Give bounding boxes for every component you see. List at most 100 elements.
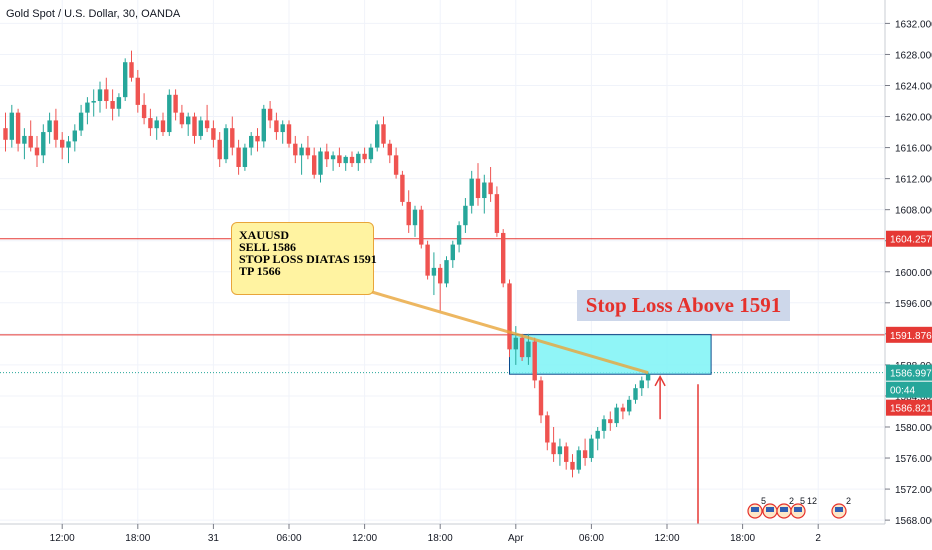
candle-body (475, 178, 481, 199)
candle-body (116, 97, 122, 109)
event-flag-stripe (751, 507, 759, 512)
event-flag-stripe (780, 507, 788, 512)
candle-body (419, 209, 424, 245)
candle-body (223, 128, 229, 160)
candle-body (97, 89, 103, 102)
stop-loss-banner[interactable]: Stop Loss Above 1591 (577, 290, 790, 321)
time-tick-label: 31 (208, 533, 220, 544)
candle-body (255, 135, 260, 142)
event-count-label: 5 (761, 496, 766, 506)
note-line: STOP LOSS DIATAS 1591 (239, 252, 377, 266)
candle-body (526, 341, 531, 358)
event-count-label: 5 (800, 496, 805, 506)
note-line: XAUUSD (239, 228, 290, 242)
candle-body (192, 116, 197, 136)
candle-body (507, 283, 512, 350)
event-count-label: 2 (846, 496, 851, 506)
candle-body (330, 155, 336, 160)
candle-body (299, 147, 304, 156)
candle-body (249, 135, 254, 148)
candle-body (595, 430, 600, 439)
candle-body (589, 438, 594, 459)
economic-event-badges[interactable]: 5 2 5 12 2 (747, 496, 851, 519)
candle-body (620, 407, 626, 412)
candle-body (545, 415, 550, 443)
lower-price-tag: 1586.821 (890, 404, 932, 415)
price-tick-label: 1628.000 (895, 50, 932, 61)
note-callout-line (371, 290, 649, 375)
arrows (654, 374, 699, 524)
candle-body (469, 178, 474, 206)
candle-body (375, 124, 380, 148)
candle-body (47, 120, 52, 133)
time-tick-label: 06:00 (579, 533, 604, 544)
candle-body (444, 260, 449, 284)
candle-body (576, 450, 581, 470)
candle-body (198, 120, 203, 136)
candle-body (261, 108, 266, 142)
candle-body (519, 337, 525, 358)
candle-body (286, 124, 292, 144)
candle-body (3, 128, 8, 140)
candle-body (154, 120, 159, 129)
price-tick-label: 1608.000 (895, 206, 932, 217)
candle-body (160, 120, 166, 133)
candle-body (324, 151, 329, 160)
price-tags: 1604.257 1591.876 1586.997 00:44 1586.821 (886, 230, 932, 416)
candle-body (167, 94, 172, 133)
candle-body (645, 374, 651, 381)
candle-body (230, 128, 235, 148)
price-tick-label: 1624.000 (895, 81, 932, 92)
time-tick-label: 18:00 (730, 533, 755, 544)
candle-body (343, 156, 348, 164)
candle-body (513, 337, 518, 350)
candle-body (633, 388, 638, 400)
candle-body (431, 267, 437, 276)
candle-body (280, 124, 285, 133)
candle-body (110, 101, 115, 109)
resistance-price-tag-bg (886, 230, 932, 247)
candle-body (28, 135, 33, 148)
trade-note[interactable]: XAUUSD SELL 1586 STOP LOSS DIATAS 1591 T… (231, 222, 377, 295)
time-axis[interactable]: 12:00 18:00 31 06:00 12:00 18:00 Apr 06:00 12:00… (50, 524, 822, 544)
candle-body (488, 182, 493, 195)
price-tick-label: 1576.000 (895, 454, 932, 465)
candle-body (236, 147, 241, 167)
price-tick-label: 1632.000 (895, 19, 932, 30)
candle-body (129, 62, 134, 78)
candle-body (204, 120, 210, 129)
candle-body (387, 143, 392, 156)
note-line: TP 1566 (239, 264, 281, 278)
candle-body (564, 446, 569, 462)
price-tick-label: 1596.000 (895, 299, 932, 310)
candle-body (582, 450, 588, 459)
candle-body (293, 143, 298, 156)
candle-body (312, 155, 317, 175)
candle-body (639, 380, 644, 389)
note-line: SELL 1586 (239, 240, 297, 254)
time-tick-label: 12:00 (654, 533, 679, 544)
candle-body (318, 151, 323, 175)
candle-body (141, 104, 147, 119)
current-price-tag: 1586.997 (890, 369, 932, 380)
event-flag-stripe (835, 507, 843, 512)
candle-body (242, 147, 248, 167)
candle-body (501, 232, 506, 284)
candle-body (66, 141, 71, 148)
horizontal-levels (0, 238, 885, 374)
candle-body (179, 112, 185, 125)
candle-body (217, 139, 222, 160)
candle-body (267, 108, 273, 121)
candle-body (400, 174, 405, 202)
candle-body (538, 380, 544, 416)
time-tick-label: 12:00 (50, 533, 75, 544)
candle-body (186, 116, 191, 125)
candle-body (614, 407, 619, 424)
candle-body (349, 156, 355, 164)
time-tick-label: 18:00 (428, 533, 453, 544)
candle-body (463, 205, 468, 226)
candle-body (53, 120, 59, 140)
resistance-price-tag: 1604.257 (890, 235, 932, 246)
stop-price-tag: 1591.876 (890, 331, 932, 342)
